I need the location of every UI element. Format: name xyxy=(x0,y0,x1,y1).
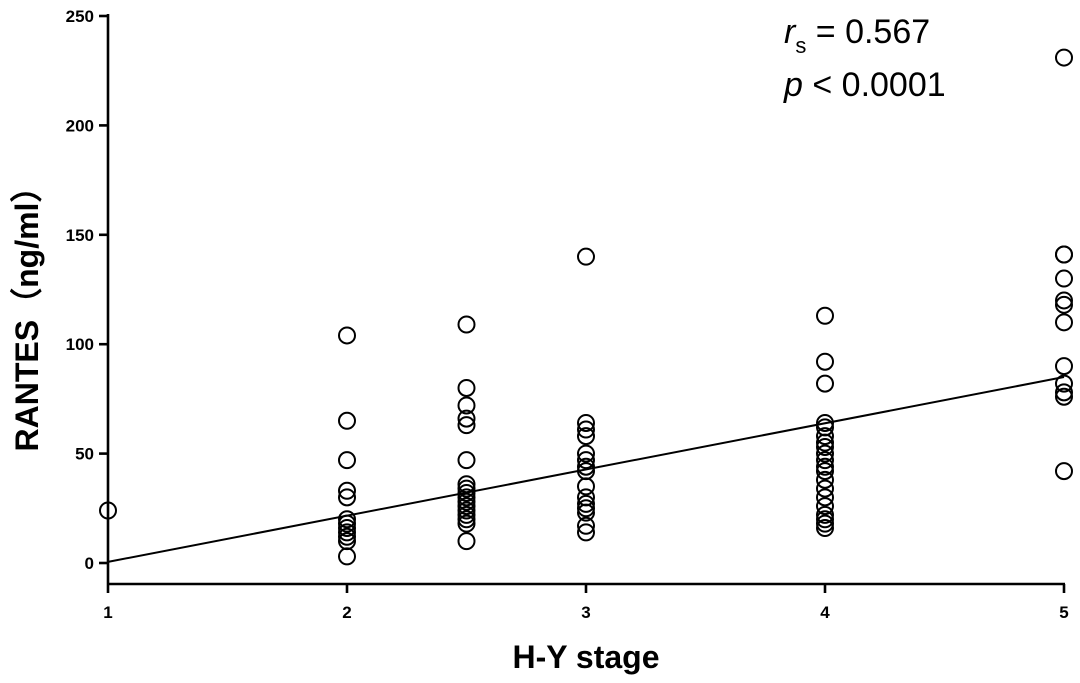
data-point xyxy=(99,501,117,520)
data-point xyxy=(338,488,356,507)
data-point xyxy=(1055,48,1073,67)
data-point xyxy=(816,374,834,393)
data-point xyxy=(457,475,476,494)
data-point xyxy=(457,492,476,511)
r-value: = 0.567 xyxy=(806,13,930,51)
x-tick-label: 3 xyxy=(581,603,590,622)
data-point xyxy=(338,523,356,542)
p-symbol: p xyxy=(783,66,803,104)
data-point xyxy=(338,451,356,470)
x-axis-title: H-Y stage xyxy=(512,639,659,675)
data-point xyxy=(577,420,595,439)
data-point xyxy=(457,451,476,470)
data-point xyxy=(816,518,834,537)
data-point xyxy=(457,497,476,516)
r-subscript: s xyxy=(795,33,806,58)
data-point xyxy=(457,416,476,435)
y-tick-label: 250 xyxy=(66,7,94,26)
data-point xyxy=(577,494,595,513)
data-point xyxy=(816,413,834,432)
data-point xyxy=(457,479,476,498)
data-point xyxy=(338,518,356,537)
data-point xyxy=(577,413,595,432)
data-point xyxy=(1055,383,1073,402)
x-tick-label: 1 xyxy=(103,603,112,622)
data-point xyxy=(1055,374,1073,393)
data-point xyxy=(338,481,356,500)
data-point xyxy=(577,523,595,542)
data-point xyxy=(338,514,356,533)
ticks: 0 50 100 150 200 250 1 2 3 4 5 xyxy=(66,7,1069,622)
data-point xyxy=(816,470,834,489)
data-point xyxy=(457,315,476,334)
data-point xyxy=(816,479,834,498)
data-point xyxy=(457,514,476,533)
data-point xyxy=(577,457,595,476)
data-point xyxy=(1055,387,1073,406)
y-tick-label: 0 xyxy=(85,554,94,573)
data-point xyxy=(457,409,476,428)
correlation-annotation: rs = 0.567 xyxy=(784,13,930,58)
data-point xyxy=(816,510,834,529)
y-tick-label: 50 xyxy=(75,445,94,464)
data-point xyxy=(816,451,834,470)
data-point xyxy=(1055,245,1073,264)
y-tick-label: 100 xyxy=(66,335,94,354)
data-point xyxy=(1055,269,1073,288)
data-point xyxy=(577,516,595,535)
data-point xyxy=(816,444,834,463)
data-point xyxy=(577,499,595,518)
data-point xyxy=(457,532,476,551)
data-point xyxy=(816,433,834,452)
data-point xyxy=(338,411,356,430)
r-symbol: r xyxy=(784,13,797,51)
data-point xyxy=(1055,295,1073,314)
y-axis-title: RANTES（ng/ml） xyxy=(9,171,45,452)
data-point xyxy=(816,514,834,533)
data-point xyxy=(577,444,595,463)
p-value-annotation: p < 0.0001 xyxy=(783,66,946,104)
regression-line xyxy=(107,376,1065,563)
data-point xyxy=(577,427,595,446)
data-point xyxy=(457,483,476,502)
data-point xyxy=(338,510,356,529)
data-point xyxy=(816,427,834,446)
x-tick-label: 5 xyxy=(1059,603,1068,622)
data-point xyxy=(457,396,476,415)
y-tick-label: 200 xyxy=(66,116,94,135)
x-tick-label: 4 xyxy=(820,603,830,622)
data-point xyxy=(577,247,595,266)
data-point xyxy=(816,457,834,476)
data-point xyxy=(338,547,356,566)
data-point xyxy=(457,378,476,397)
data-point xyxy=(1055,313,1073,332)
data-point xyxy=(457,510,476,529)
data-point xyxy=(816,462,834,481)
data-point xyxy=(1055,357,1073,376)
y-tick-label: 150 xyxy=(66,226,94,245)
p-value: < 0.0001 xyxy=(803,66,946,104)
x-tick-label: 2 xyxy=(342,603,351,622)
data-point xyxy=(816,352,834,371)
data-point xyxy=(1055,462,1073,481)
data-point xyxy=(816,306,834,325)
data-point xyxy=(1055,291,1073,310)
points-layer xyxy=(99,48,1073,566)
data-point xyxy=(338,527,356,546)
data-point xyxy=(457,501,476,520)
data-point xyxy=(457,488,476,507)
data-point xyxy=(816,488,834,507)
data-point xyxy=(577,451,595,470)
data-point xyxy=(816,497,834,516)
data-point xyxy=(338,326,356,345)
regression-layer xyxy=(107,376,1065,563)
data-point xyxy=(577,477,595,496)
data-point xyxy=(816,438,834,457)
data-point xyxy=(577,503,595,522)
data-point xyxy=(457,505,476,524)
data-point xyxy=(816,505,834,524)
